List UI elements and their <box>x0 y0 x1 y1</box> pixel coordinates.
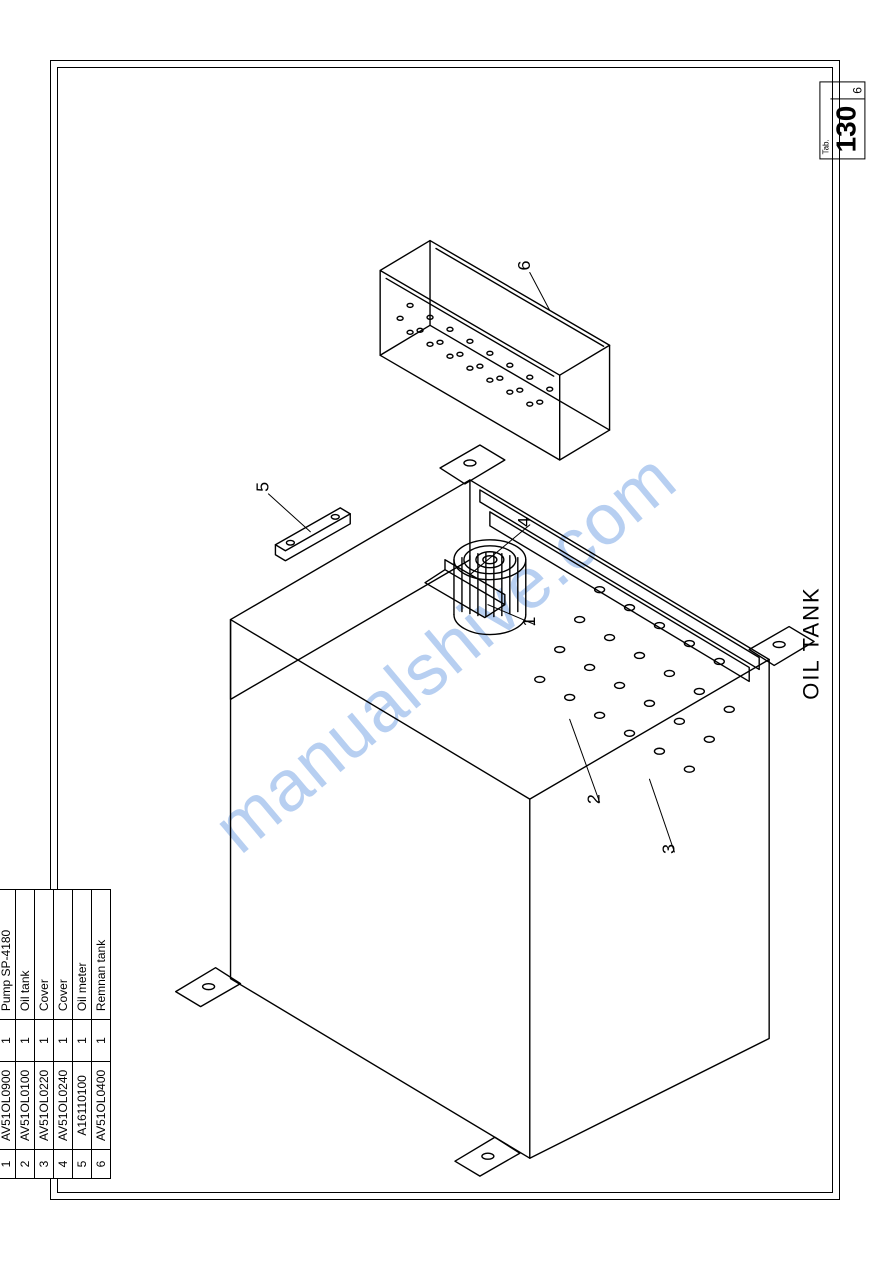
callout-4: 4 <box>514 517 534 527</box>
cell-denom: Cover <box>35 889 54 1019</box>
callout-6: 6 <box>514 260 534 270</box>
oil-tank-diagram: 1 2 3 4 5 6 <box>51 61 839 1198</box>
callout-2: 2 <box>584 794 604 804</box>
cell-n: 3 <box>35 1150 54 1179</box>
cell-qty: 1 <box>35 1020 54 1062</box>
cell-code: AV51OL0400 <box>92 1061 111 1149</box>
table-row: 5A161101001Oil meter <box>73 889 92 1178</box>
tab-number: 130 <box>830 100 864 159</box>
cell-code: AV51OL0240 <box>54 1061 73 1149</box>
drawing-title: OIL TANK <box>798 586 824 699</box>
cell-code: A16110100 <box>73 1061 92 1149</box>
table-row: 3AV51OL02201Cover <box>35 889 54 1178</box>
cell-qty: 1 <box>16 1020 35 1062</box>
cell-n: 4 <box>54 1150 73 1179</box>
parts-table: N. Code QTY Denomination 1AV51OL09001Pum… <box>0 889 111 1179</box>
callout-5: 5 <box>252 482 272 492</box>
cell-qty: 1 <box>92 1020 111 1062</box>
tab-box: Tab. 130 6 <box>819 81 865 159</box>
cell-denom: Oil tank <box>16 889 35 1019</box>
cell-denom: Oil meter <box>73 889 92 1019</box>
cell-n: 5 <box>73 1150 92 1179</box>
callout-3: 3 <box>658 844 678 854</box>
tab-sub: 6 <box>830 82 864 100</box>
cell-qty: 1 <box>0 1020 16 1062</box>
table-row: 6AV51OL04001Remnan tank <box>92 889 111 1178</box>
cell-qty: 1 <box>54 1020 73 1062</box>
cell-code: AV51OL0900 <box>0 1061 16 1149</box>
cell-denom: Remnan tank <box>92 889 111 1019</box>
tab-label: Tab. <box>820 135 830 158</box>
cell-code: AV51OL0100 <box>16 1061 35 1149</box>
drawing-frame: manualshive.com <box>50 60 840 1200</box>
cell-n: 1 <box>0 1150 16 1179</box>
table-row: 2AV51OL01001Oil tank <box>16 889 35 1178</box>
callout-1: 1 <box>519 617 539 627</box>
cell-denom: Cover <box>54 889 73 1019</box>
cell-n: 2 <box>16 1150 35 1179</box>
cell-n: 6 <box>92 1150 111 1179</box>
cell-denom: Pump SP-4180 <box>0 889 16 1019</box>
cell-code: AV51OL0220 <box>35 1061 54 1149</box>
cell-qty: 1 <box>73 1020 92 1062</box>
table-row: 1AV51OL09001Pump SP-4180 <box>0 889 16 1178</box>
table-row: 4AV51OL02401Cover <box>54 889 73 1178</box>
